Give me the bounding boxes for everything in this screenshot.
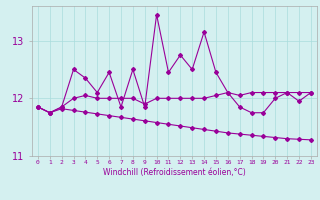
X-axis label: Windchill (Refroidissement éolien,°C): Windchill (Refroidissement éolien,°C) bbox=[103, 168, 246, 177]
